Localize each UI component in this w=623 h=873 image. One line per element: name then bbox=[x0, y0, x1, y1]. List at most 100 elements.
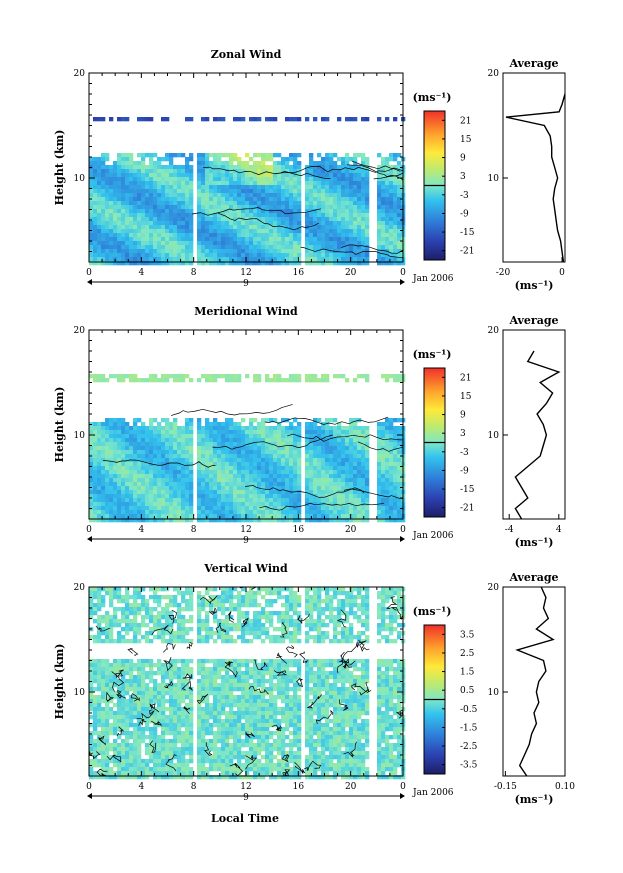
x-tick-label: 12 bbox=[240, 268, 251, 278]
day-label: 9 bbox=[243, 536, 249, 546]
contour-line bbox=[192, 207, 321, 216]
contour-line bbox=[103, 459, 216, 468]
average-frame bbox=[502, 329, 566, 520]
y-axis-label: Height (km) bbox=[53, 387, 66, 463]
average-x-tick-label: 0.10 bbox=[555, 782, 575, 792]
x-tick-label: 0 bbox=[86, 782, 92, 792]
colorbar-tick-label: 21 bbox=[460, 373, 471, 383]
contour-line bbox=[274, 166, 401, 175]
contour-line bbox=[259, 502, 384, 511]
contour-line bbox=[351, 683, 372, 693]
heatmap-field bbox=[89, 374, 406, 523]
average-title: Average bbox=[508, 57, 558, 70]
contour-line bbox=[287, 433, 404, 442]
contour-line bbox=[273, 670, 288, 676]
x-tick-label: 8 bbox=[191, 268, 197, 278]
contour-line bbox=[130, 693, 140, 702]
contour-line bbox=[116, 726, 124, 737]
contour-line bbox=[151, 624, 174, 636]
date-label: Jan 2006 bbox=[412, 788, 454, 798]
contour-line bbox=[315, 709, 334, 724]
contour-line bbox=[208, 607, 217, 615]
colorbar-tick-label: -21 bbox=[460, 247, 475, 257]
day-label: 9 bbox=[243, 279, 249, 289]
contour-line bbox=[196, 693, 209, 705]
contour-line bbox=[281, 754, 290, 763]
contour-line bbox=[271, 724, 282, 732]
average-y-tick-label: 20 bbox=[488, 583, 500, 593]
average-y-tick-label: 20 bbox=[488, 69, 500, 79]
average-x-tick-label: 0 bbox=[559, 268, 565, 278]
x-tick-label: 0 bbox=[400, 525, 406, 535]
contour-line bbox=[248, 686, 269, 695]
contour-line bbox=[343, 658, 353, 669]
contour-line bbox=[224, 661, 233, 666]
colorbar-tick-label: 3.5 bbox=[460, 630, 475, 640]
colorbar-tick-label: -3 bbox=[460, 191, 469, 201]
colorbar-tick-label: -2.5 bbox=[460, 742, 478, 752]
contour-line bbox=[338, 699, 349, 711]
colorbar-tick-label: -21 bbox=[460, 504, 475, 514]
contour-line bbox=[168, 609, 178, 624]
contour-line bbox=[390, 607, 404, 620]
average-title: Average bbox=[508, 571, 558, 584]
contour-line bbox=[186, 642, 193, 650]
contour-line bbox=[212, 434, 333, 450]
y-tick-label: 10 bbox=[74, 174, 86, 184]
colorbar-tick-label: 15 bbox=[460, 135, 472, 145]
contour-line bbox=[162, 643, 176, 653]
contour-line bbox=[303, 760, 322, 771]
average-frame bbox=[502, 586, 566, 777]
contour-line bbox=[299, 651, 309, 664]
panel-3: Vertical Wind 0 4 8 12 16 20 0 10 20 Height (km) 9 J… bbox=[53, 562, 575, 806]
x-tick-label: 20 bbox=[345, 782, 357, 792]
x-axis-label: Local Time bbox=[211, 812, 279, 825]
average-profile-line bbox=[515, 586, 555, 777]
x-tick-label: 20 bbox=[345, 525, 357, 535]
average-x-label: (ms⁻¹) bbox=[515, 279, 554, 292]
average-frame bbox=[502, 72, 566, 263]
y-axis-label: Height (km) bbox=[53, 130, 66, 206]
contour-line bbox=[163, 656, 173, 672]
x-tick-label: 16 bbox=[293, 268, 305, 278]
colorbar-unit: (ms⁻¹) bbox=[413, 91, 452, 104]
date-strip-arrow-right bbox=[400, 279, 405, 285]
x-tick-label: 8 bbox=[191, 782, 197, 792]
colorbar-tick-label: 3 bbox=[460, 429, 466, 439]
date-strip-arrow-right bbox=[400, 536, 405, 542]
colorbar-tick-label: -9 bbox=[460, 466, 469, 476]
colorbar-tick-label: 9 bbox=[460, 411, 466, 421]
date-label: Jan 2006 bbox=[412, 531, 454, 541]
panel-title: Meridional Wind bbox=[194, 305, 298, 318]
contour-line bbox=[341, 659, 356, 668]
contour-line bbox=[336, 609, 347, 628]
contour-line bbox=[106, 754, 122, 763]
x-tick-label: 12 bbox=[240, 782, 251, 792]
contour-line bbox=[95, 625, 111, 632]
contour-line bbox=[106, 691, 115, 703]
contour-line bbox=[280, 622, 288, 638]
x-tick-label: 12 bbox=[240, 525, 251, 535]
y-tick-label: 20 bbox=[74, 583, 86, 593]
contour-line bbox=[359, 682, 369, 696]
contour-line bbox=[264, 416, 389, 425]
contour-line bbox=[224, 661, 238, 678]
colorbar-tick-label: -3 bbox=[460, 448, 469, 458]
contour-line bbox=[358, 639, 370, 652]
contour-line bbox=[245, 731, 255, 738]
contour-line bbox=[204, 742, 213, 756]
contour-line bbox=[141, 709, 155, 719]
x-tick-label: 0 bbox=[400, 268, 406, 278]
x-tick-label: 16 bbox=[293, 525, 305, 535]
contour-line bbox=[386, 596, 398, 609]
colorbar-tick-label: 2.5 bbox=[460, 649, 475, 659]
contour-line bbox=[215, 622, 226, 633]
y-tick-label: 20 bbox=[74, 69, 86, 79]
x-tick-label: 0 bbox=[86, 268, 92, 278]
average-x-tick-label: 4 bbox=[556, 525, 562, 535]
contour-line bbox=[294, 761, 306, 774]
panel-1: Zonal Wind 0 4 8 12 16 20 0 10 20 Height (km) 9 Jan … bbox=[53, 48, 566, 292]
contour-line bbox=[297, 613, 310, 624]
contour-line bbox=[356, 640, 367, 649]
